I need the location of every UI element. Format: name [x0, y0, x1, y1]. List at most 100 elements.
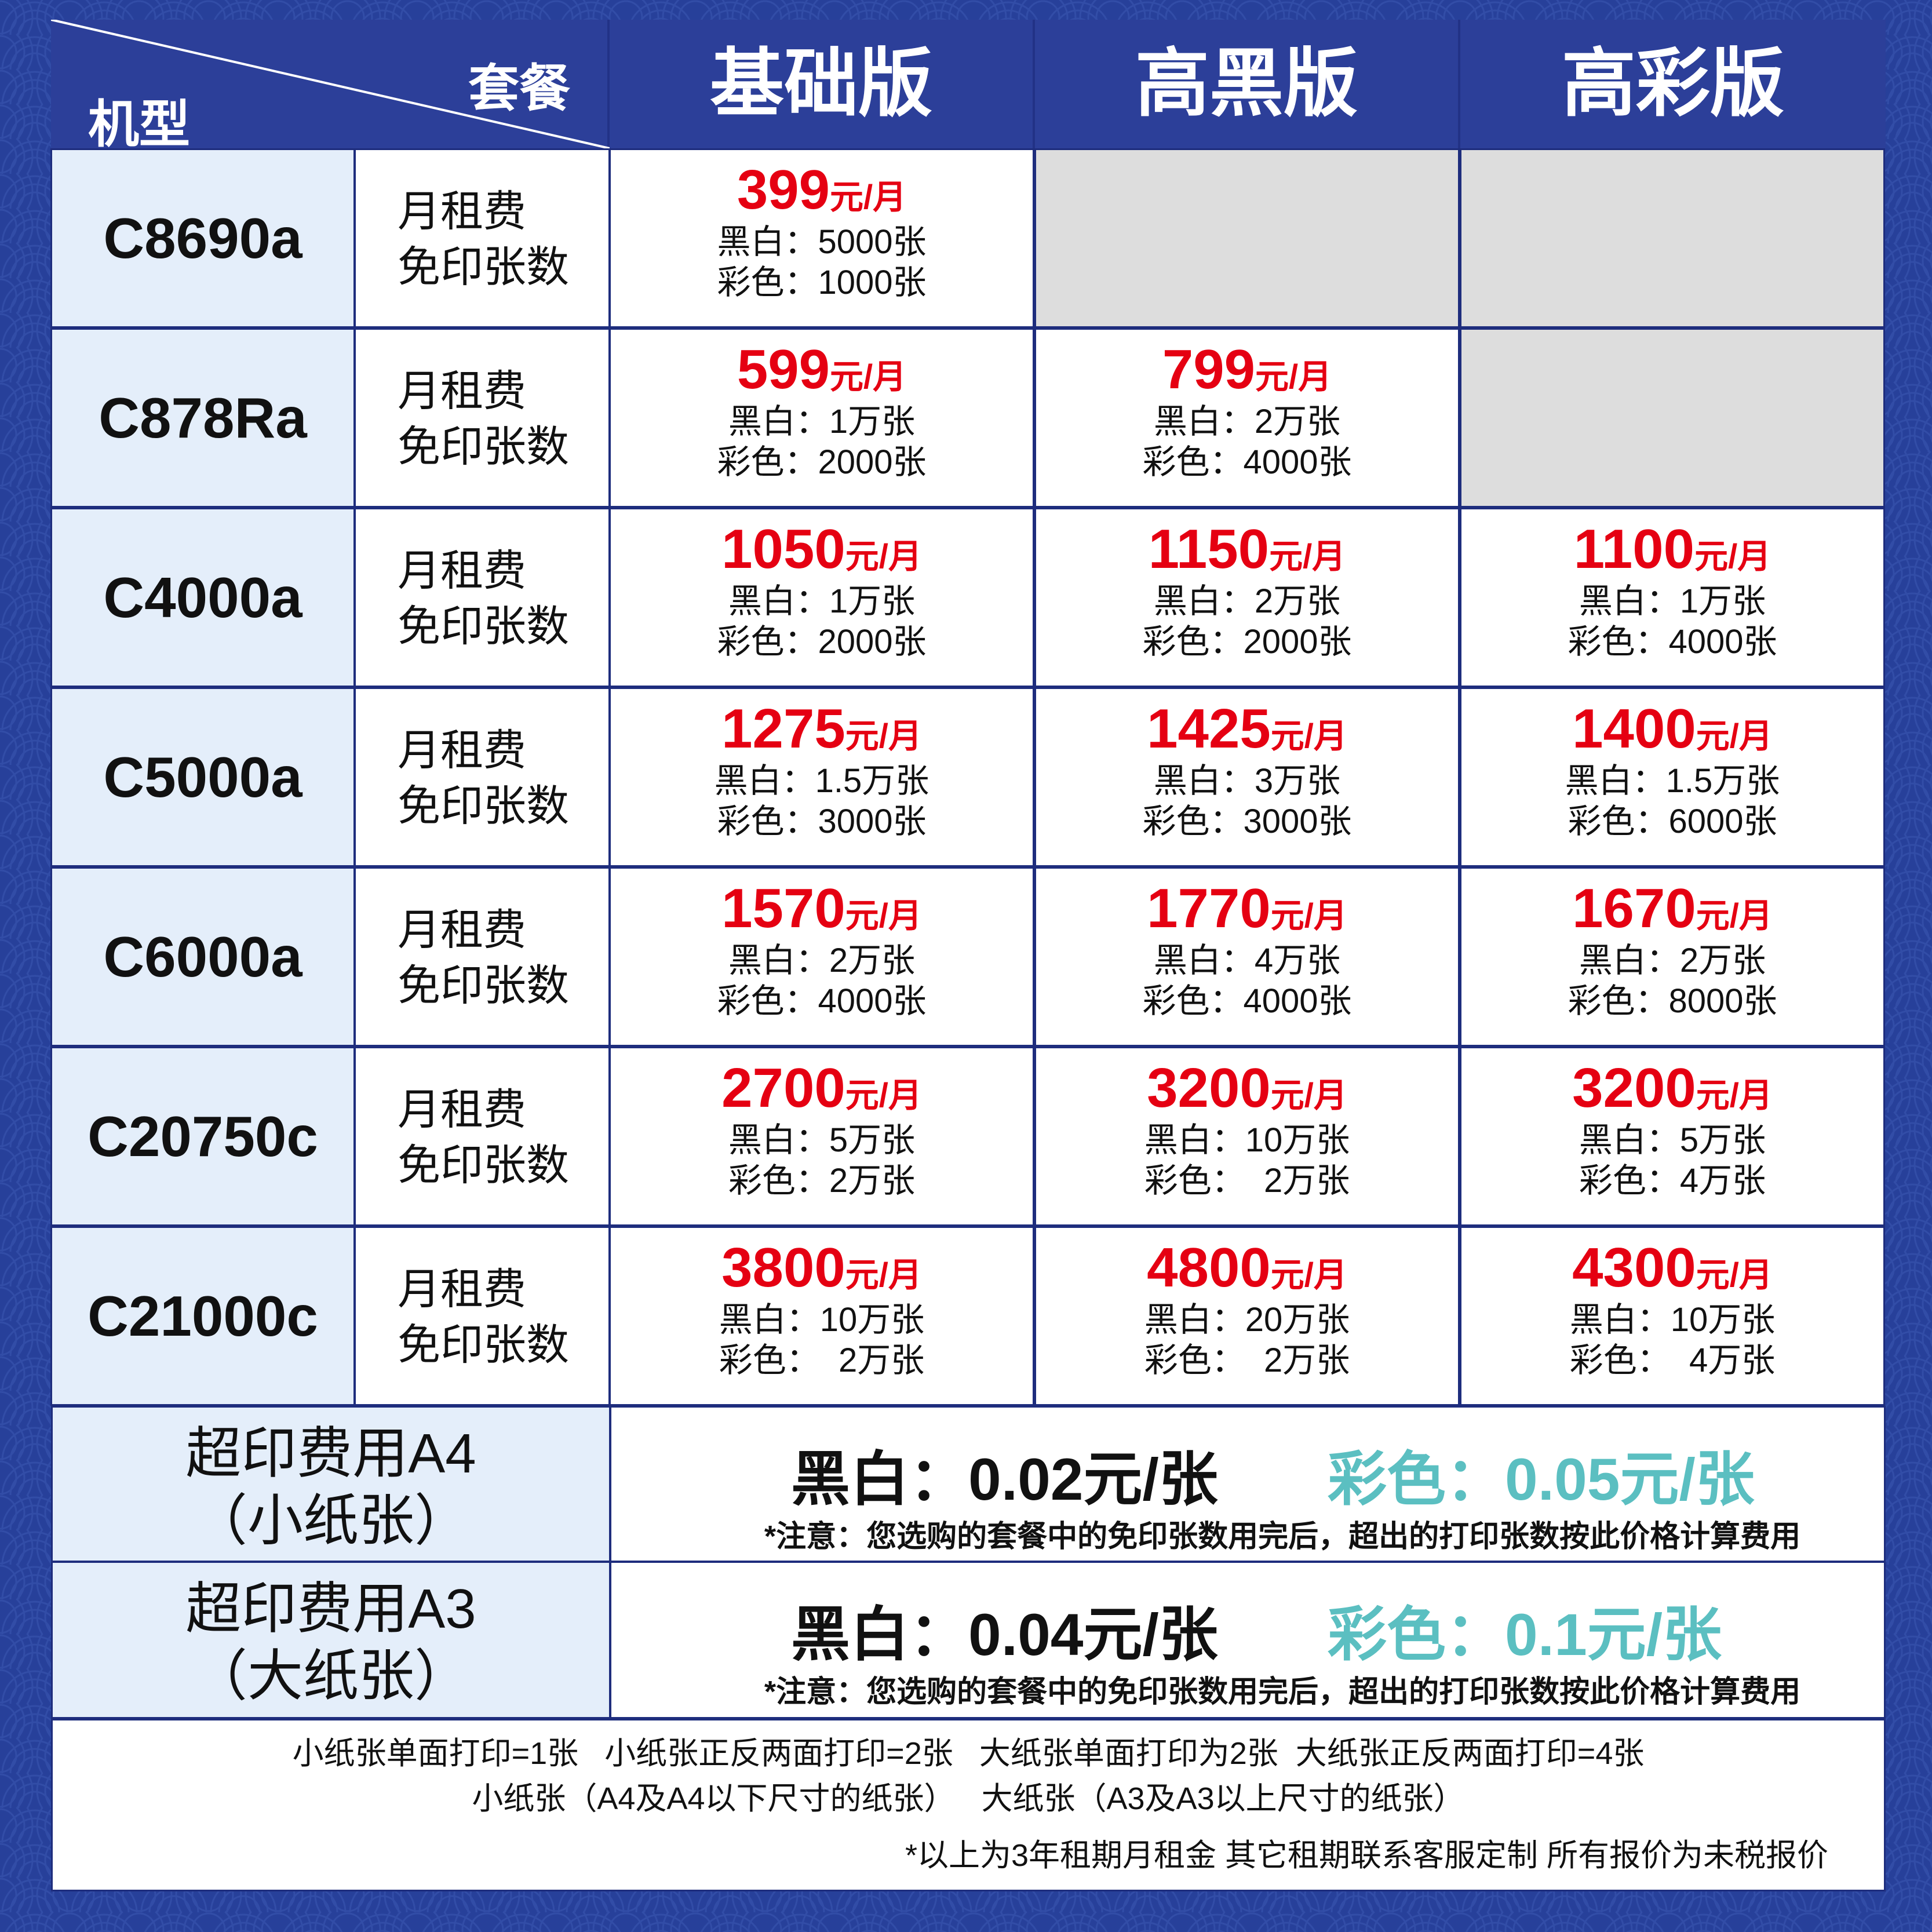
header-model-label: 机型	[88, 96, 191, 153]
monthly-price: 1050元/月	[611, 517, 1033, 581]
row-label-cell: 月租费 免印张数	[354, 1226, 610, 1406]
plan-cell: 1050元/月 黑白：1万张 彩色：2000张	[609, 508, 1034, 687]
bw-quota: 黑白：3万张	[1153, 762, 1341, 800]
bw-quota: 黑白：2万张	[1153, 582, 1341, 620]
price-value: 1570	[721, 877, 845, 939]
price-unit: 元/月	[845, 717, 922, 755]
price-value: 1400	[1572, 698, 1696, 760]
price-unit: 元/月	[1696, 717, 1773, 755]
footer-line-2: 小纸张（A4及A4以下尺寸的纸张） 大纸张（A3及A3以上尺寸的纸张）	[472, 1781, 1465, 1816]
color-quota: 彩色：2000张	[717, 443, 927, 481]
row-label-cell: 月租费 免印张数	[354, 328, 610, 508]
model-cell: C6000a	[50, 867, 355, 1047]
row-label-rent: 月租费	[398, 906, 526, 954]
price-value: 399	[737, 159, 830, 221]
price-value: 599	[737, 338, 830, 400]
bw-quota: 黑白：1万张	[728, 582, 916, 620]
overage-a4-title-line2: （小纸张）	[192, 1490, 470, 1552]
table-row: C4000a 月租费 免印张数 1050元/月 黑白：1万张 彩色：2000张 1150元/…	[50, 508, 1886, 687]
price-unit: 元/月	[1270, 1077, 1347, 1114]
bw-quota: 黑白：1万张	[728, 403, 916, 440]
price-value: 1050	[721, 518, 845, 580]
overage-a3-title: 超印费用A3 （大纸张）	[51, 1561, 611, 1719]
pricing-table: 机型 套餐 基础版 高黑版 高彩版 C8690a 月租费 免印张数 399元/月 黑白：…	[50, 20, 1886, 1891]
plan-cell: 4300元/月 黑白：10万张 彩色： 4万张	[1460, 1226, 1885, 1406]
price-unit: 元/月	[830, 178, 907, 216]
monthly-price: 4800元/月	[1036, 1236, 1458, 1300]
price-value: 1770	[1147, 877, 1271, 939]
color-quota: 彩色：4000张	[717, 982, 927, 1020]
row-label-free-pages: 免印张数	[398, 243, 569, 291]
table-row: C21000c 月租费 免印张数 3800元/月 黑白：10万张 彩色： 2万张 4800元…	[50, 1226, 1886, 1406]
row-label-cell: 月租费 免印张数	[354, 687, 610, 867]
price-unit: 元/月	[1696, 897, 1773, 935]
color-quota: 彩色：2万张	[728, 1162, 916, 1200]
row-label: 月租费 免印张数	[398, 723, 569, 834]
plan-cell: 799元/月 黑白：2万张 彩色：4000张	[1034, 328, 1460, 508]
monthly-price: 3200元/月	[1461, 1056, 1883, 1120]
price-value: 3800	[721, 1237, 845, 1299]
bw-quota: 黑白：4万张	[1153, 942, 1341, 979]
plan-cell: 4800元/月 黑白：20万张 彩色： 2万张	[1034, 1226, 1460, 1406]
overage-a3-note: *注意：您选购的套餐中的免印张数用完后，超出的打印张数按此价格计算费用	[764, 1675, 1801, 1709]
bw-quota: 黑白：10万张	[1144, 1121, 1350, 1159]
color-quota: 彩色： 2万张	[1144, 1162, 1350, 1200]
color-quota: 彩色：4000张	[1142, 443, 1352, 481]
monthly-price: 599元/月	[611, 338, 1033, 402]
bw-quota: 黑白：10万张	[719, 1301, 925, 1339]
price-unit: 元/月	[1270, 1256, 1347, 1294]
monthly-price: 1770元/月	[1036, 877, 1458, 941]
footer-line-1: 小纸张单面打印=1张 小纸张正反两面打印=2张 大纸张单面打印为2张 大纸张正反…	[292, 1736, 1645, 1771]
plan-cell: 1150元/月 黑白：2万张 彩色：2000张	[1034, 508, 1460, 687]
plan-cell: 1275元/月 黑白：1.5万张 彩色：3000张	[609, 687, 1034, 867]
monthly-price: 1570元/月	[611, 877, 1033, 941]
monthly-price: 1425元/月	[1036, 697, 1458, 761]
row-label-cell: 月租费 免印张数	[354, 867, 610, 1047]
overage-a4-body: 黑白：0.02元/张 彩色：0.05元/张 *注意：您选购的套餐中的免印张数用完…	[610, 1406, 1886, 1562]
bw-quota: 黑白：20万张	[1144, 1301, 1350, 1339]
color-quota: 彩色：2000张	[717, 623, 927, 661]
price-value: 4800	[1147, 1237, 1271, 1299]
plan-cell: 1770元/月 黑白：4万张 彩色：4000张	[1034, 867, 1460, 1047]
price-value: 1425	[1147, 698, 1271, 760]
row-label-cell: 月租费 免印张数	[354, 148, 610, 328]
model-name: C878Ra	[99, 385, 307, 450]
row-label-rent: 月租费	[398, 726, 526, 774]
color-quota: 彩色： 2万张	[1144, 1342, 1350, 1379]
monthly-price: 3800元/月	[611, 1236, 1033, 1300]
header-basic-plan: 基础版	[610, 20, 1035, 148]
model-cell: C21000c	[50, 1226, 355, 1406]
header-plan-label: 套餐	[468, 60, 571, 117]
color-quota: 彩色：3000张	[717, 803, 927, 840]
plan-cell-unavailable	[1460, 328, 1885, 508]
row-label-free-pages: 免印张数	[398, 1321, 569, 1369]
plan-cell-unavailable	[1460, 148, 1885, 328]
plan-cell: 2700元/月 黑白：5万张 彩色：2万张	[609, 1047, 1034, 1226]
bw-quota: 黑白：1.5万张	[714, 762, 929, 800]
overage-a3-title-line1: 超印费用A3	[185, 1578, 476, 1640]
row-label-rent: 月租费	[398, 367, 526, 415]
row-label-cell: 月租费 免印张数	[354, 508, 610, 687]
bw-quota: 黑白：1万张	[1579, 582, 1766, 620]
monthly-price: 1100元/月	[1461, 517, 1883, 581]
price-value: 799	[1162, 338, 1256, 400]
plan-cell: 1400元/月 黑白：1.5万张 彩色：6000张	[1460, 687, 1885, 867]
table-row: C5000a 月租费 免印张数 1275元/月 黑白：1.5万张 彩色：3000张 1425…	[50, 687, 1886, 867]
footer-notes: 小纸张单面打印=1张 小纸张正反两面打印=2张 大纸张单面打印为2张 大纸张正反…	[51, 1719, 1886, 1891]
price-unit: 元/月	[1270, 717, 1347, 755]
monthly-price: 1150元/月	[1036, 517, 1458, 581]
price-value: 3200	[1572, 1057, 1696, 1119]
price-value: 3200	[1147, 1057, 1271, 1119]
header-high-black-plan: 高黑版	[1035, 20, 1460, 148]
footer-tax-note: *以上为3年租期月租金 其它租期联系客服定制 所有报价为未税报价	[905, 1838, 1828, 1873]
overage-a3-body: 黑白：0.04元/张 彩色：0.1元/张 *注意：您选购的套餐中的免印张数用完后…	[610, 1561, 1886, 1719]
color-quota: 彩色：4000张	[1568, 623, 1777, 661]
color-quota: 彩色：2000张	[1142, 623, 1352, 661]
bw-quota: 黑白：1.5万张	[1565, 762, 1780, 800]
price-unit: 元/月	[845, 897, 922, 935]
color-quota: 彩色：1000张	[717, 264, 927, 301]
row-label-rent: 月租费	[398, 1265, 526, 1313]
color-quota: 彩色：4万张	[1579, 1162, 1766, 1200]
price-value: 1100	[1573, 518, 1695, 580]
model-cell: C20750c	[50, 1047, 355, 1226]
